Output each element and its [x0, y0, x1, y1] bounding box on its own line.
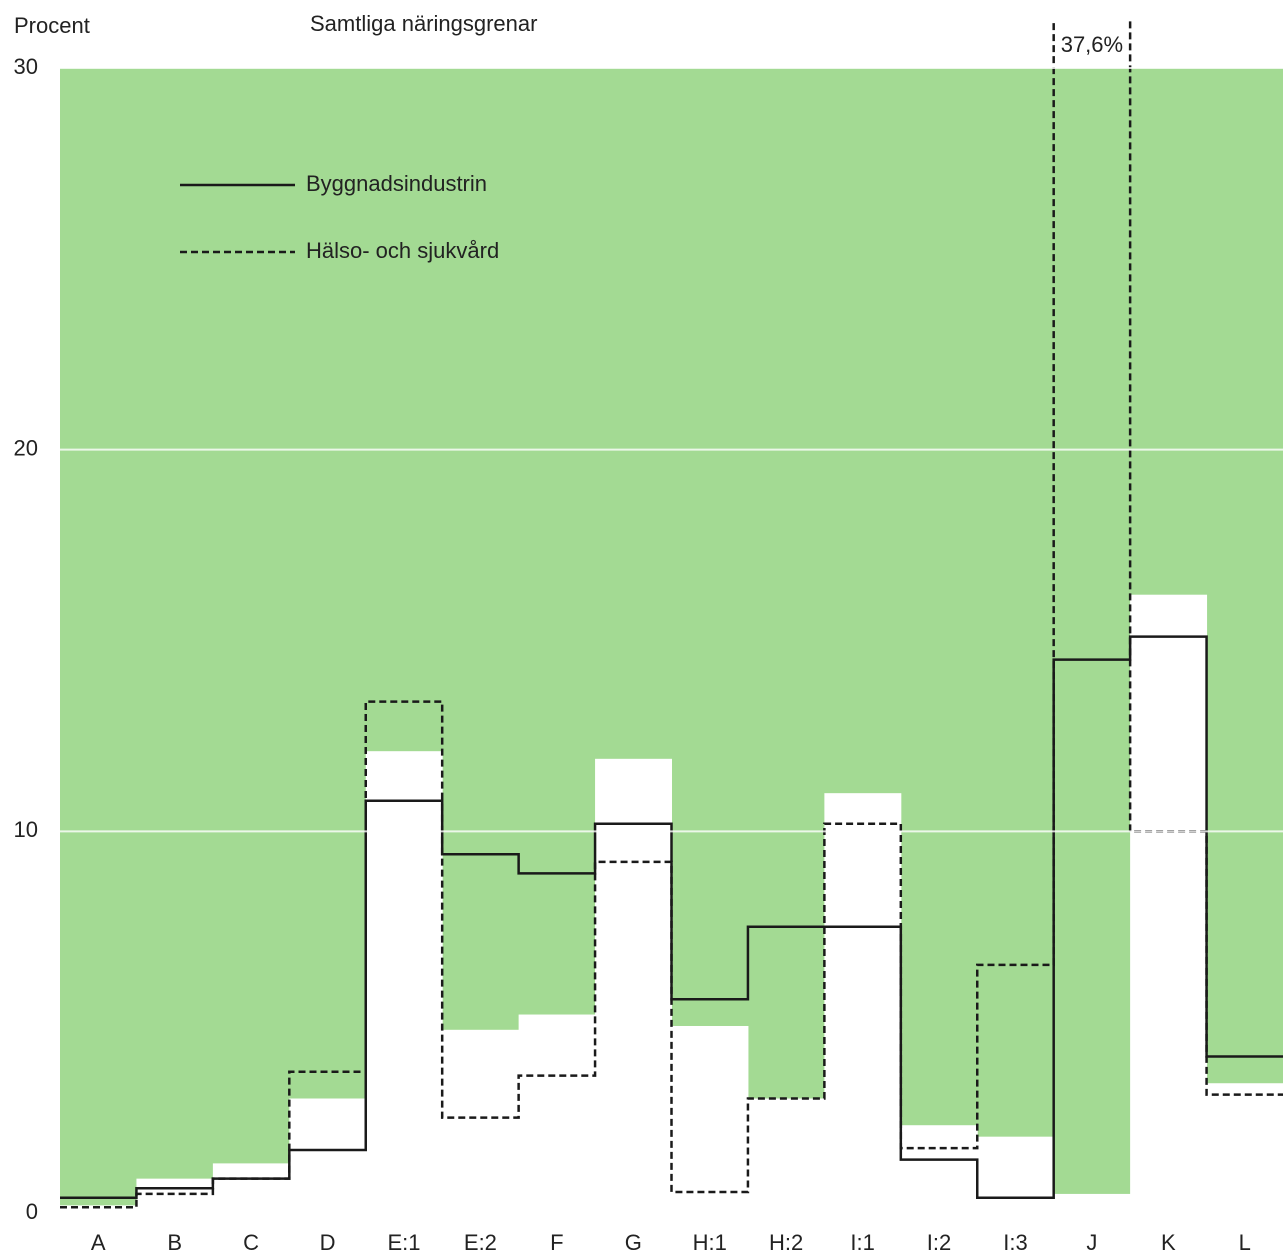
bar	[824, 793, 902, 1213]
bar	[977, 1136, 1055, 1213]
bar	[365, 751, 443, 1213]
x-tick-label: B	[167, 1230, 182, 1255]
bar	[518, 1014, 596, 1213]
value-label-bg	[1056, 30, 1127, 60]
x-tick-label: I:3	[1003, 1230, 1027, 1255]
y-axis-label: Procent	[14, 13, 90, 38]
x-tick-label: I:2	[927, 1230, 951, 1255]
x-tick-label: J	[1086, 1230, 1097, 1255]
value-label: 37,6%	[1061, 32, 1123, 57]
bar	[671, 1025, 749, 1213]
chart-title: Samtliga näringsgrenar	[310, 11, 537, 36]
x-tick-label: H:2	[769, 1230, 803, 1255]
y-tick-label: 0	[26, 1199, 38, 1224]
x-tick-label: I:1	[850, 1230, 874, 1255]
dashed-line	[60, 20, 1283, 1209]
bar	[1206, 1083, 1283, 1213]
y-tick-label: 30	[14, 54, 38, 79]
bar	[595, 758, 672, 1213]
bar	[900, 1125, 978, 1213]
x-tick-label: K	[1161, 1230, 1176, 1255]
x-tick-label: G	[625, 1230, 642, 1255]
legend-label: Byggnadsindustrin	[306, 171, 487, 196]
bar	[60, 1205, 137, 1213]
bar	[212, 1163, 290, 1213]
x-tick-label: E:2	[464, 1230, 497, 1255]
x-tick-label: L	[1239, 1230, 1251, 1255]
x-tick-label: D	[320, 1230, 336, 1255]
bar	[1053, 1193, 1131, 1213]
bar	[747, 1098, 825, 1213]
x-tick-label: A	[91, 1230, 106, 1255]
x-tick-label: E:1	[387, 1230, 420, 1255]
y-tick-label: 10	[14, 817, 38, 842]
bar	[136, 1178, 214, 1213]
x-tick-label: F	[550, 1230, 563, 1255]
x-tick-label: H:1	[693, 1230, 727, 1255]
bar	[442, 1029, 520, 1213]
bar	[1130, 594, 1208, 1213]
y-tick-label: 20	[14, 435, 38, 460]
x-tick-label: C	[243, 1230, 259, 1255]
plot-area	[60, 20, 1283, 1213]
bar	[289, 1098, 367, 1213]
legend-label: Hälso- och sjukvård	[306, 238, 499, 263]
